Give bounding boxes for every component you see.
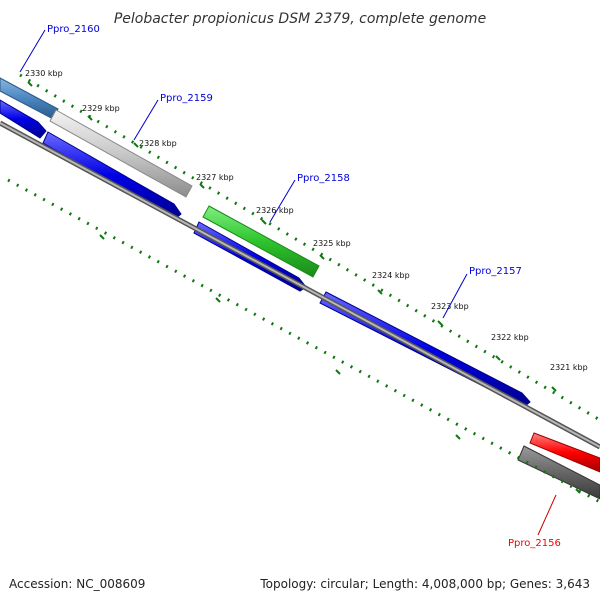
feature-gray[interactable] <box>517 445 600 500</box>
gene-feature-ppro-2156[interactable] <box>529 432 600 473</box>
gene-label-ppro-2156[interactable]: Ppro_2156 <box>508 494 561 549</box>
gene-feature-ppro-2159[interactable] <box>49 109 193 198</box>
gene-label-ppro-2159[interactable]: Ppro_2159 <box>133 93 213 141</box>
map-title: Pelobacter propionicus DSM 2379, complet… <box>114 11 486 27</box>
tick-label: 2328 kbp <box>139 139 177 148</box>
gene-feature-ppro-2158[interactable] <box>202 205 320 278</box>
tick-label: 2323 kbp <box>431 302 469 311</box>
tick-label: 2329 kbp <box>82 104 120 113</box>
tick-label: 2322 kbp <box>491 333 529 342</box>
gene-label-ppro-2160[interactable]: Ppro_2160 <box>19 24 100 73</box>
gc-tick-track-inner <box>7 178 600 504</box>
gc-tick-track-outer <box>19 73 600 422</box>
svg-text:Ppro_2157: Ppro_2157 <box>469 266 522 277</box>
accession-label: Accession: NC_008609 <box>9 577 145 591</box>
gene-label-ppro-2157[interactable]: Ppro_2157 <box>442 266 522 319</box>
svg-text:Ppro_2160: Ppro_2160 <box>47 24 100 35</box>
genome-backbone <box>0 120 600 450</box>
svg-text:Ppro_2158: Ppro_2158 <box>297 173 350 184</box>
tick-label: 2326 kbp <box>256 206 294 215</box>
genome-summary: Topology: circular; Length: 4,008,000 bp… <box>259 577 590 591</box>
tick-label: 2324 kbp <box>372 271 410 280</box>
tick-label: 2330 kbp <box>25 69 63 78</box>
cds-feature[interactable] <box>0 99 47 139</box>
tick-label: 2321 kbp <box>550 363 588 372</box>
svg-text:Ppro_2159: Ppro_2159 <box>160 93 213 104</box>
gene-label-ppro-2158[interactable]: Ppro_2158 <box>269 173 350 223</box>
svg-text:Ppro_2156: Ppro_2156 <box>508 538 561 549</box>
coordinate-ticks: 2330 kbp 2329 kbp 2328 kbp 2327 kbp 2326… <box>25 69 588 372</box>
tick-label: 2325 kbp <box>313 239 351 248</box>
tick-label: 2327 kbp <box>196 173 234 182</box>
